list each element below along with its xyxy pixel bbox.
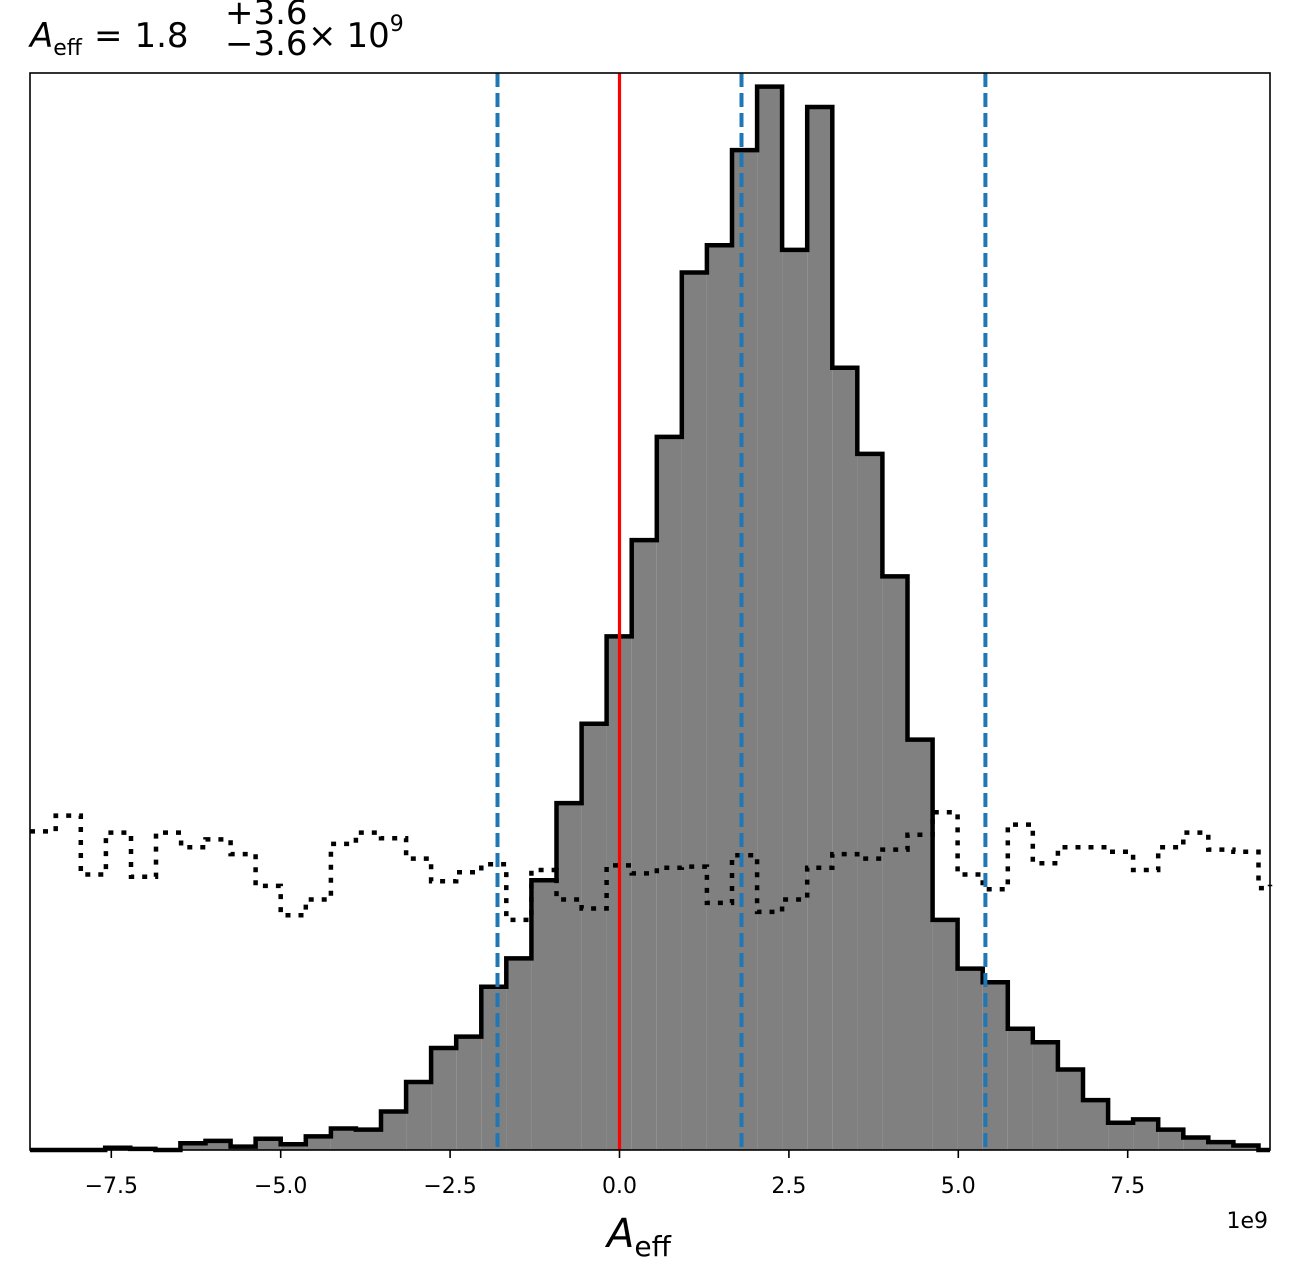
histogram-bar (406, 1082, 432, 1150)
histogram-bar (857, 453, 883, 1150)
prior-histogram-line (30, 809, 1273, 923)
title-upper-error: +3.6 (225, 0, 308, 33)
x-offset-label: 1e9 (1226, 1209, 1268, 1234)
title-base: 10 (347, 16, 390, 56)
histogram-bar (456, 1036, 482, 1150)
histogram-bar (1083, 1100, 1109, 1150)
histogram-bar (581, 723, 607, 1150)
histogram-bar (1007, 1028, 1033, 1150)
chart-title: Aeff = 1.8 (28, 16, 189, 61)
histogram-bar (1057, 1069, 1083, 1150)
histogram-bar (782, 249, 808, 1150)
histogram-bar (280, 1144, 306, 1150)
title-scale: × 109 (308, 12, 404, 56)
histogram-bar (305, 1136, 331, 1150)
x-tick-label: 7.5 (1110, 1174, 1145, 1199)
x-tick-label: −7.5 (85, 1174, 138, 1199)
histogram-outline (30, 84, 1270, 1153)
histogram-bar (957, 968, 983, 1150)
x-tick-label: 0.0 (602, 1174, 637, 1199)
xlabel-subscript: eff (634, 1230, 671, 1263)
x-axis-label: Aeff (604, 1211, 672, 1263)
histogram-layer (30, 84, 1270, 1153)
histogram-bar (907, 739, 933, 1150)
histogram-bar (1208, 1142, 1234, 1150)
title-subscript: eff (53, 36, 83, 61)
x-tick-label: 5.0 (941, 1174, 976, 1199)
histogram-bar (180, 1143, 206, 1150)
histogram-bar (732, 150, 758, 1151)
histogram-bar (481, 986, 507, 1150)
histogram-bar (1158, 1129, 1184, 1150)
reference-lines (495, 73, 988, 1150)
prior-layer (30, 809, 1273, 923)
histogram-bar (1108, 1122, 1134, 1150)
histogram-bar (807, 107, 833, 1150)
title-equals: = (94, 16, 123, 56)
histogram-bar (656, 436, 682, 1150)
title-lower-error: −3.6 (225, 24, 308, 64)
axes-frame (29, 72, 1271, 1151)
histogram-bar (882, 576, 908, 1150)
histogram-bar (381, 1111, 407, 1150)
histogram-bar (932, 919, 958, 1150)
xlabel-symbol: A (604, 1211, 634, 1257)
title-exponent: 9 (390, 12, 404, 37)
histogram-bar (706, 245, 732, 1151)
x-tick-label: −2.5 (423, 1174, 476, 1199)
histogram-bar (556, 803, 582, 1150)
histogram-bar (1032, 1042, 1058, 1150)
histogram-bar (255, 1138, 281, 1150)
histogram-bar (832, 367, 858, 1150)
x-tick-label: −5.0 (254, 1174, 307, 1199)
histogram-bar (531, 880, 557, 1150)
histogram-bar (205, 1140, 231, 1150)
title-value: 1.8 (134, 16, 188, 56)
title-symbol: A (28, 16, 53, 56)
x-tick-label: 2.5 (771, 1174, 806, 1199)
histogram-bar (631, 540, 657, 1150)
histogram-bar (757, 86, 783, 1151)
histogram-bar (1183, 1137, 1209, 1150)
histogram-bar (431, 1048, 457, 1150)
histogram-bar (355, 1129, 381, 1150)
histogram-bar (330, 1128, 356, 1150)
histogram-bar (506, 958, 532, 1150)
title-times: × (308, 16, 337, 56)
histogram-bar (681, 272, 707, 1150)
histogram-bar (1133, 1119, 1159, 1150)
x-axis-ticks: −7.5 −5.0 −2.5 0.0 2.5 5.0 7.5 (85, 1150, 1145, 1199)
